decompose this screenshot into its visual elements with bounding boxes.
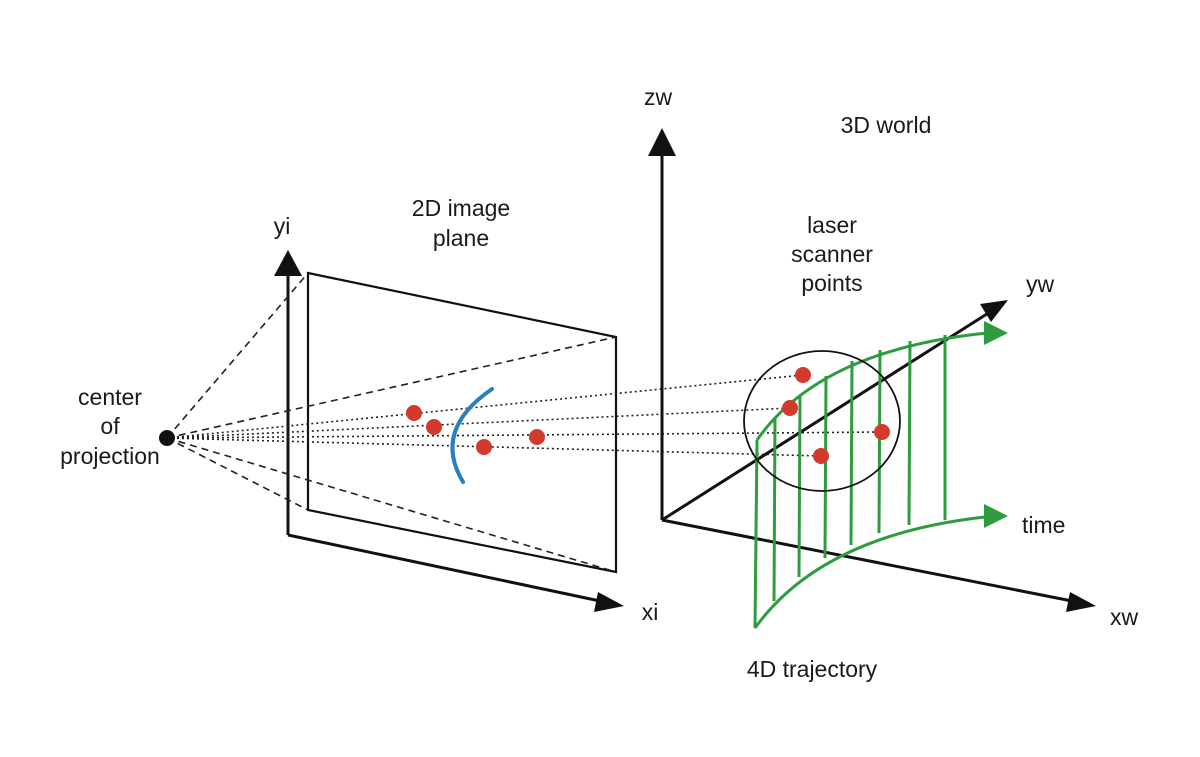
world-axes [648,128,1096,612]
frustum-line [166,437,309,511]
time-label: time [1022,512,1065,538]
trajectory-ribbon [753,321,1008,629]
projection-ray [166,437,822,457]
trajectory-rung [772,417,777,602]
laser-points [782,367,890,464]
frustum-line [166,437,617,573]
laser-label-line1: laser [807,212,857,238]
trajectory-rung [877,349,882,534]
labels: center of projection 2D image plane yi x… [60,84,1138,682]
trajectory-rung [823,375,828,559]
trajectory-rung [907,340,912,526]
laser-point [795,367,811,383]
xw-arrow-head [1066,592,1096,612]
trajectory-rung [797,394,802,578]
yi-arrow-head [274,250,302,276]
image-points [406,405,545,455]
yw-arrow-head [980,300,1008,322]
projection-ray [166,374,804,439]
xw-axis-line [661,518,1073,603]
frustum-lines [166,272,617,573]
image-point [406,405,422,421]
world-label: 3D world [841,112,932,138]
image-point [476,439,492,455]
center-of-projection-point [159,430,175,446]
zw-arrow-head [648,128,676,156]
laser-point [813,448,829,464]
projection-ray [166,407,791,439]
center-label-line3: projection [60,443,160,469]
laser-scanner-circle [743,350,901,492]
trajectory-rung [753,439,759,629]
laser-point [782,400,798,416]
trajectory-rung [849,360,854,546]
trajectory-time-arrow-head [984,504,1008,528]
image-plane-label-line1: 2D image [412,195,510,221]
frustum-line [166,272,309,439]
image-axes [274,250,624,612]
yw-axis-label: yw [1026,271,1055,297]
laser-point [874,424,890,440]
center-label-line1: center [78,384,142,410]
xi-axis-label: xi [642,599,659,625]
image-point [426,419,442,435]
laser-label-line3: points [801,270,862,296]
image-plane-label-line2: plane [433,225,489,251]
trajectory-label: 4D trajectory [747,656,878,682]
frustum-line [166,336,617,439]
xw-axis-label: xw [1110,604,1139,630]
laser-label-line2: scanner [791,241,873,267]
image-point [529,429,545,445]
image-plane [306,271,618,574]
projected-curve [450,387,494,484]
trajectory-lower-curve [753,515,986,629]
yi-axis-label: yi [274,213,291,239]
xi-arrow-head [594,592,624,612]
zw-axis-label: zw [644,84,673,110]
center-label-line2: of [100,413,120,439]
trajectory-upper-arrow-head [984,321,1008,345]
xi-axis-line [287,533,601,603]
